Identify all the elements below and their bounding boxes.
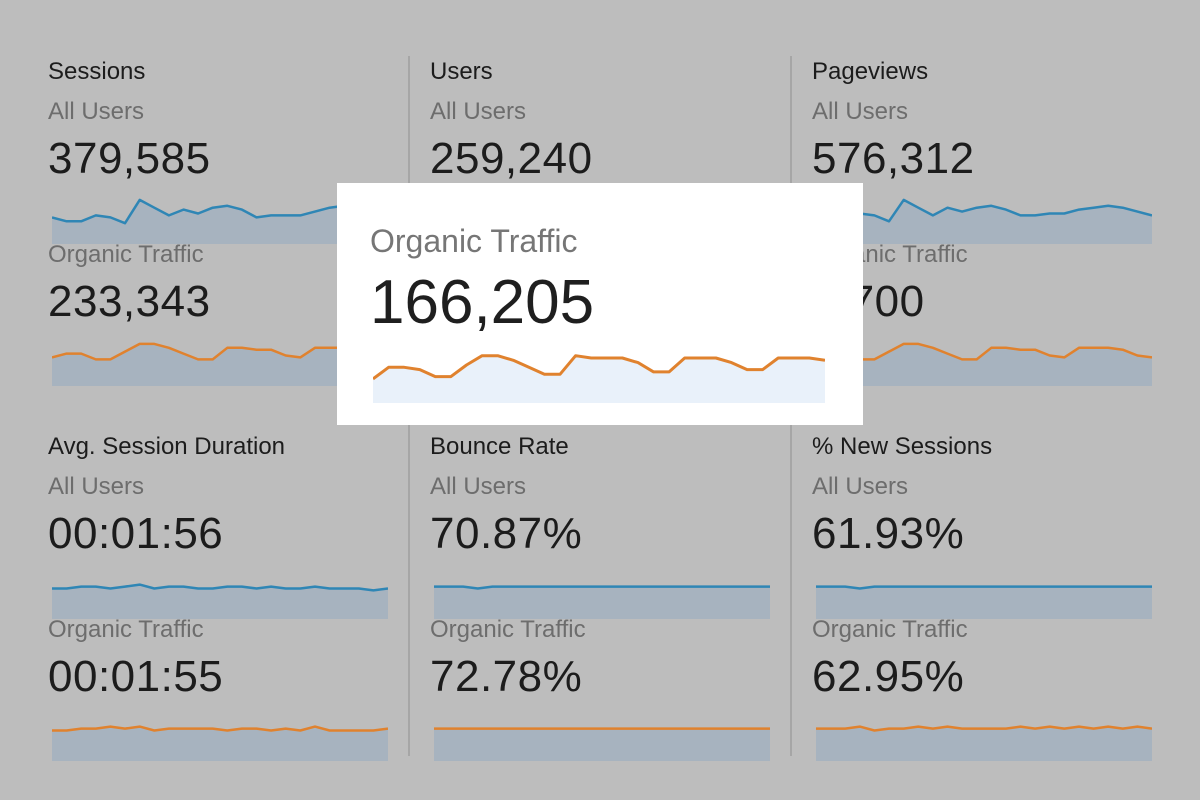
callout-metric-value: 166,205 bbox=[370, 268, 595, 337]
metric-card-new-sessions[interactable]: % New Sessions All Users 61.93% Organic … bbox=[812, 433, 1157, 763]
metric-card-sessions[interactable]: Sessions All Users 379,585 Organic Traff… bbox=[48, 58, 393, 388]
metric-value-all-users: 576,312 bbox=[812, 134, 975, 183]
sparkline-area bbox=[816, 343, 1152, 386]
sparkline-area bbox=[816, 199, 1152, 244]
sparkline-area bbox=[52, 343, 388, 386]
segment-label-all-users: All Users bbox=[812, 98, 909, 125]
metric-title: Users bbox=[430, 58, 493, 85]
sparkline-all-users bbox=[52, 583, 388, 619]
sparkline-area bbox=[816, 586, 1152, 619]
sparkline-all-users bbox=[434, 585, 770, 619]
sparkline-area bbox=[434, 728, 770, 761]
sparkline-area bbox=[816, 726, 1152, 761]
metric-value-all-users: 00:01:56 bbox=[48, 509, 224, 558]
sparkline-line bbox=[816, 725, 1152, 732]
sparkline-line bbox=[52, 583, 388, 592]
metric-value-all-users: 61.93% bbox=[812, 509, 965, 558]
segment-label-all-users: All Users bbox=[48, 98, 145, 125]
metric-value-organic-traffic: 72.78% bbox=[430, 652, 583, 701]
sparkline-line bbox=[816, 198, 1152, 223]
sparkline-line bbox=[52, 725, 388, 732]
metric-title: Sessions bbox=[48, 58, 146, 85]
sparkline-organic-traffic bbox=[816, 725, 1152, 761]
segment-label-all-users: All Users bbox=[48, 473, 145, 500]
metric-title: Pageviews bbox=[812, 58, 929, 85]
segment-label-organic-traffic: Organic Traffic bbox=[812, 616, 968, 643]
sparkline-line bbox=[52, 342, 388, 361]
metric-card-bounce-rate[interactable]: Bounce Rate All Users 70.87% Organic Tra… bbox=[430, 433, 775, 763]
sparkline-area bbox=[52, 584, 388, 619]
metric-card-avg-session-duration[interactable]: Avg. Session Duration All Users 00:01:56… bbox=[48, 433, 393, 763]
segment-label-all-users: All Users bbox=[430, 473, 527, 500]
sparkline-line bbox=[52, 198, 388, 225]
segment-label-organic-traffic: Organic Traffic bbox=[430, 616, 586, 643]
sparkline-organic-traffic bbox=[434, 727, 770, 761]
metric-value-all-users: 259,240 bbox=[430, 134, 593, 183]
metric-value-organic-traffic: 62.95% bbox=[812, 652, 965, 701]
sparkline-area bbox=[373, 355, 825, 403]
metric-title: Avg. Session Duration bbox=[48, 433, 286, 460]
organic-traffic-highlight-card: Organic Traffic 166,205 bbox=[337, 183, 863, 425]
metric-value-organic-traffic: 00:01:55 bbox=[48, 652, 224, 701]
segment-label-organic-traffic: Organic Traffic bbox=[48, 616, 204, 643]
metric-title: % New Sessions bbox=[812, 433, 993, 460]
sparkline-all-users bbox=[52, 198, 388, 244]
sparkline-organic-traffic bbox=[816, 342, 1152, 386]
metric-value-organic-traffic: 233,343 bbox=[48, 277, 211, 326]
sparkline-line bbox=[373, 354, 825, 381]
sparkline-all-users bbox=[816, 198, 1152, 244]
metric-title: Bounce Rate bbox=[430, 433, 569, 460]
sparkline-line bbox=[816, 585, 1152, 590]
callout-segment-label: Organic Traffic bbox=[370, 223, 578, 259]
metric-value-all-users: 70.87% bbox=[430, 509, 583, 558]
segment-label-all-users: All Users bbox=[812, 473, 909, 500]
sparkline-line bbox=[816, 342, 1152, 361]
sparkline-line bbox=[434, 585, 770, 590]
sparkline-area bbox=[52, 199, 388, 244]
sparkline-organic-traffic bbox=[52, 725, 388, 761]
callout-sparkline-organic-traffic bbox=[373, 354, 825, 403]
sparkline-all-users bbox=[816, 585, 1152, 619]
segment-label-all-users: All Users bbox=[430, 98, 527, 125]
metric-card-pageviews[interactable]: Pageviews All Users 576,312 Organic Traf… bbox=[812, 58, 1157, 388]
sparkline-organic-traffic bbox=[52, 342, 388, 386]
sparkline-area bbox=[52, 726, 388, 761]
sparkline-area bbox=[434, 586, 770, 619]
segment-label-organic-traffic: Organic Traffic bbox=[48, 241, 204, 268]
metric-value-all-users: 379,585 bbox=[48, 134, 211, 183]
